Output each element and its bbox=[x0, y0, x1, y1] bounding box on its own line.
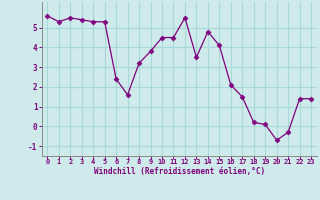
X-axis label: Windchill (Refroidissement éolien,°C): Windchill (Refroidissement éolien,°C) bbox=[94, 167, 265, 176]
